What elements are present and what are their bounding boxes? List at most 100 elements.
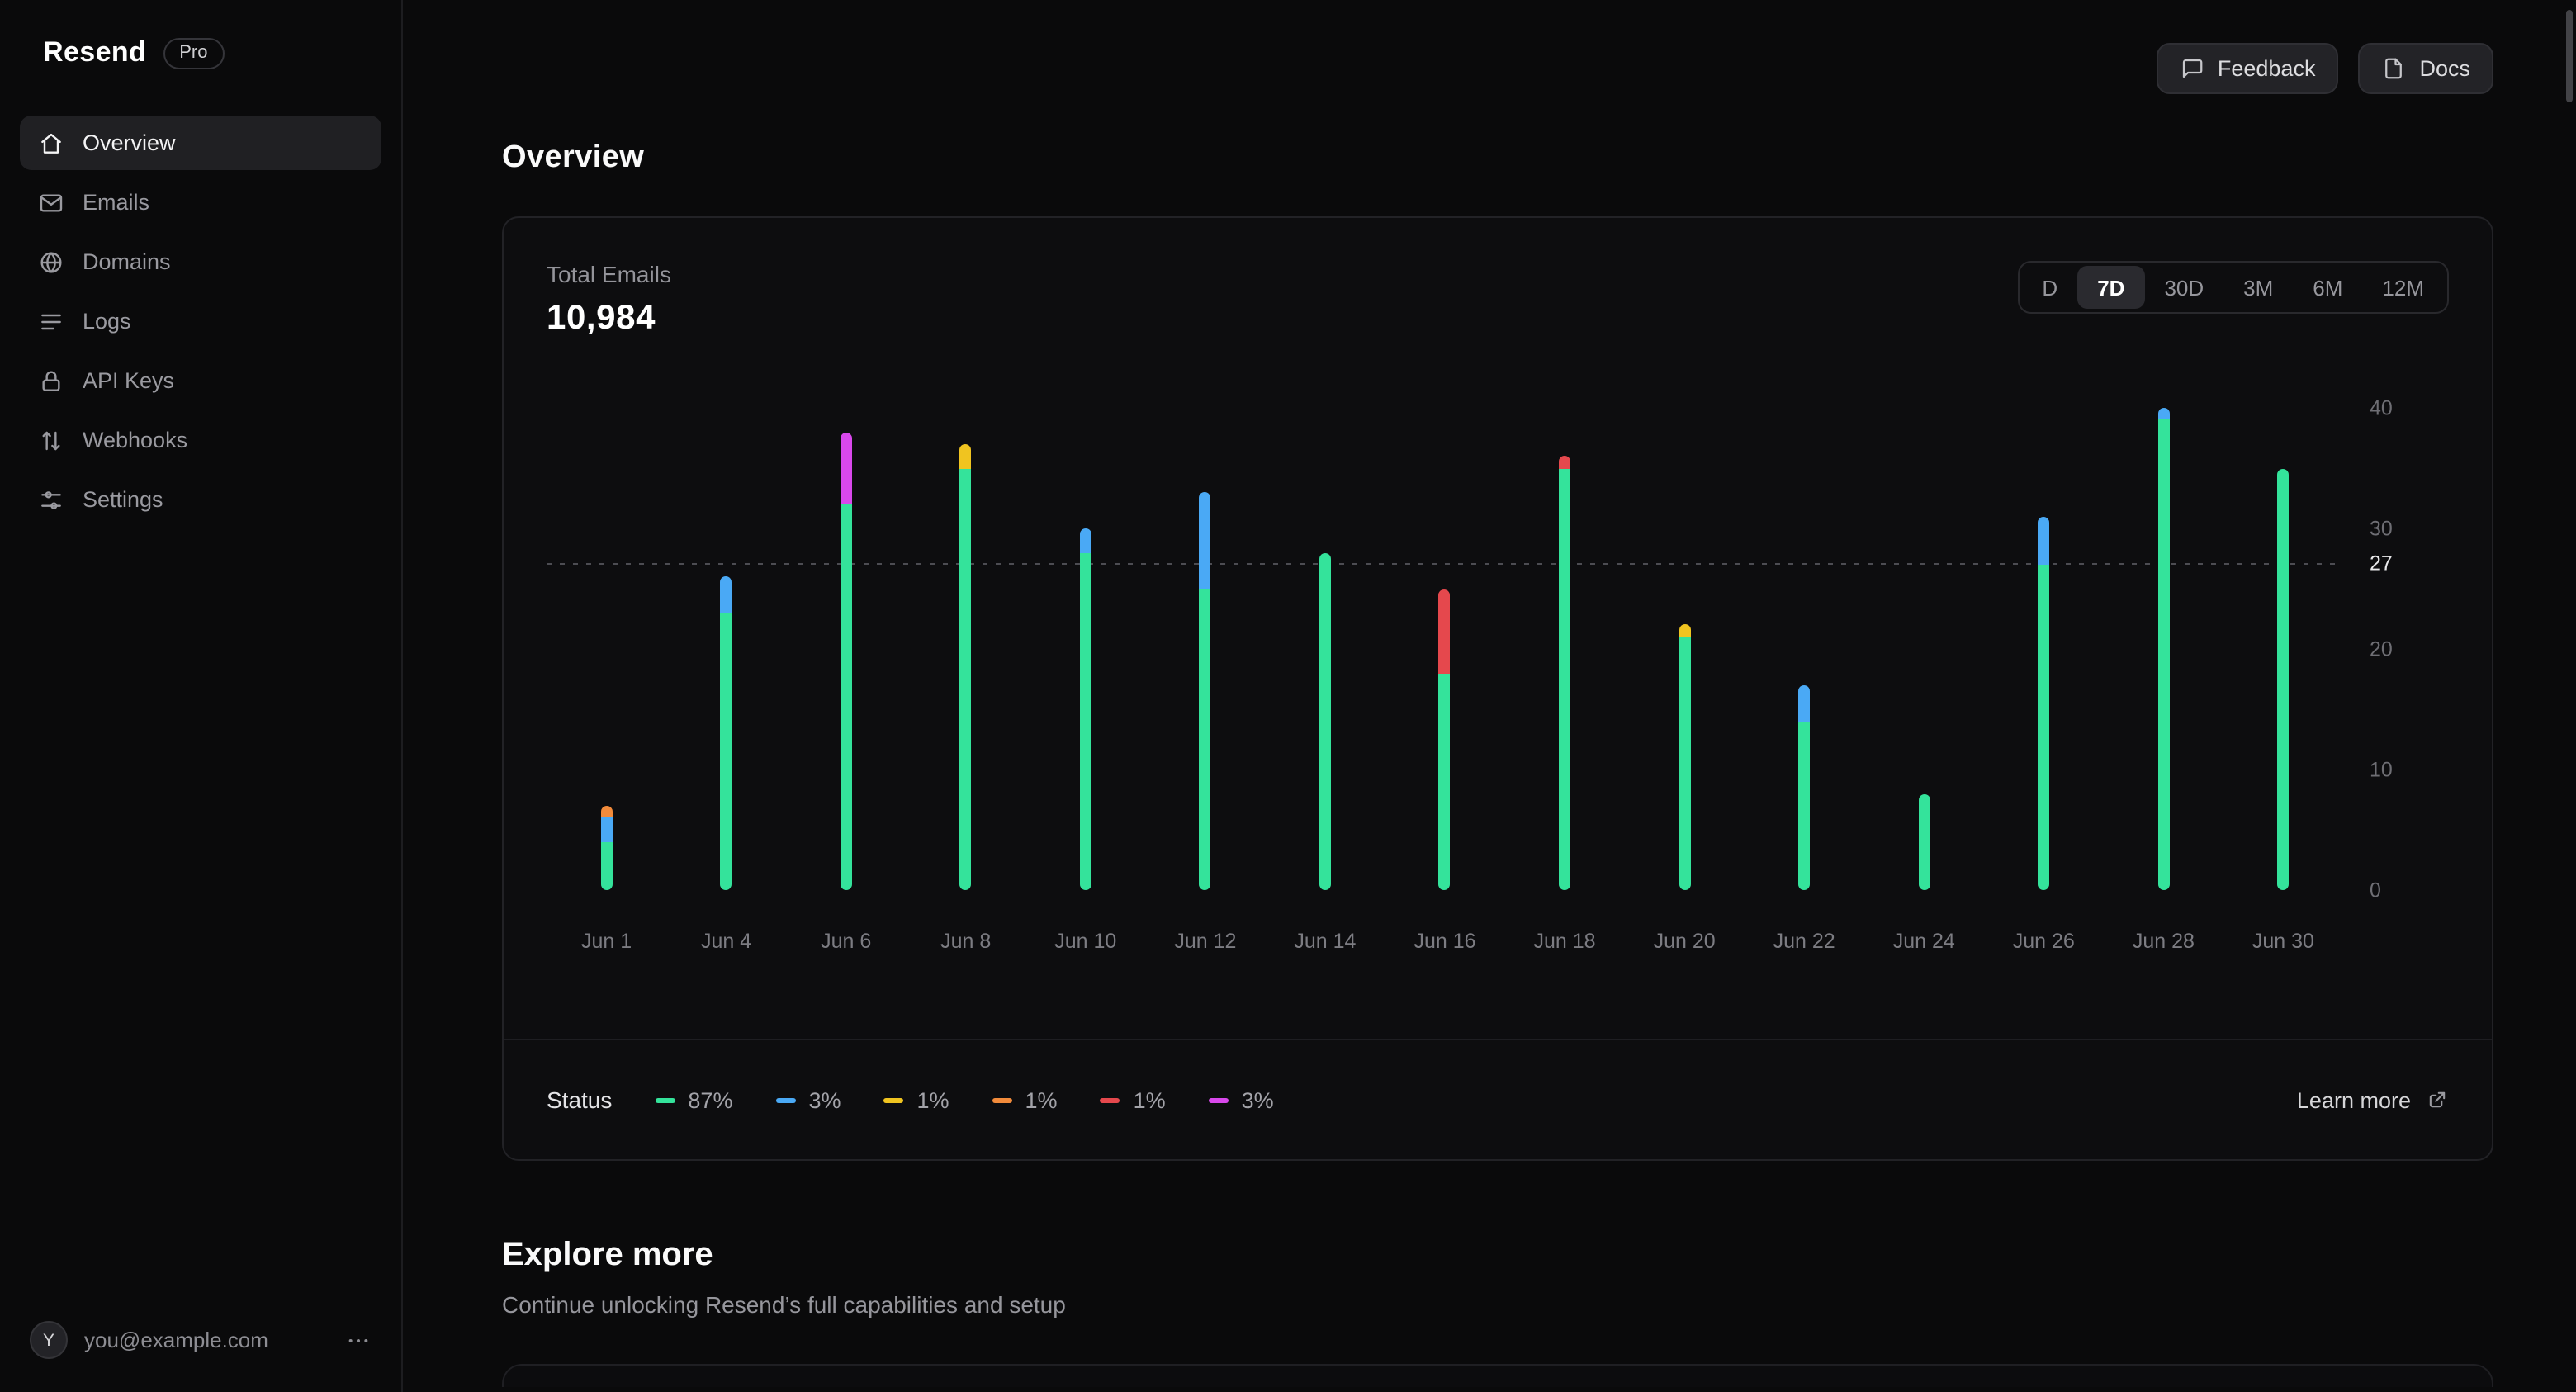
legend-item-orange: 1% xyxy=(992,1087,1058,1112)
bar-segment-red xyxy=(1559,456,1571,468)
status-legend: 87% 3% 1% 1% 1% 3% xyxy=(655,1087,1274,1112)
range-d[interactable]: D xyxy=(2022,266,2077,309)
stacked-bar xyxy=(720,576,732,890)
feedback-icon xyxy=(2180,56,2204,81)
bar-segment-yellow xyxy=(1679,624,1691,637)
bar-segment-green xyxy=(1079,552,1091,890)
y-axis-label: 10 xyxy=(2370,757,2393,781)
range-3m[interactable]: 3M xyxy=(2223,266,2293,309)
sidebar-item-webhooks[interactable]: Webhooks xyxy=(20,413,381,467)
bar-segment-green xyxy=(600,841,613,890)
x-axis: Jun 1 Jun 4 Jun 6 Jun 8 Jun 10 Jun 12 Jun 14 Ju… xyxy=(547,930,2343,953)
sidebar-item-settings[interactable]: Settings xyxy=(20,472,381,527)
status-footer: Status 87% 3% 1% 1% 1% 3% Learn more xyxy=(504,1039,2492,1159)
user-email: you@example.com xyxy=(84,1328,268,1352)
bar-segment-green xyxy=(1438,673,1451,890)
status-label: Status xyxy=(547,1087,613,1113)
plan-badge: Pro xyxy=(163,37,225,69)
bar-jun-16 xyxy=(1385,408,1504,890)
sidebar-item-overview[interactable]: Overview xyxy=(20,116,381,170)
total-emails-metric: Total Emails 10,984 xyxy=(547,261,671,339)
legend-value: 3% xyxy=(1241,1087,1274,1112)
feedback-label: Feedback xyxy=(2217,56,2316,81)
sidebar-item-label: Logs xyxy=(83,309,131,334)
x-axis-label: Jun 26 xyxy=(2012,930,2075,953)
sidebar-item-logs[interactable]: Logs xyxy=(20,294,381,348)
bar-segment-blue xyxy=(2157,408,2170,420)
learn-more-link[interactable]: Learn more xyxy=(2297,1087,2449,1112)
stacked-bar xyxy=(1438,589,1451,890)
bar-segment-green xyxy=(1798,721,1811,890)
sidebar-item-api-keys[interactable]: API Keys xyxy=(20,353,381,408)
explore-title: Explore more xyxy=(502,1237,713,1273)
x-axis-label: Jun 24 xyxy=(1892,930,1955,953)
y-axis-label: 30 xyxy=(2370,516,2393,540)
bar-segment-green xyxy=(1679,637,1691,890)
sidebar-item-label: Webhooks xyxy=(83,428,188,452)
scrollbar[interactable] xyxy=(2566,10,2573,102)
x-axis-label: Jun 20 xyxy=(1653,930,1716,953)
bar-segment-orange xyxy=(600,805,613,818)
bar-segment-green xyxy=(2157,419,2170,890)
range-6m[interactable]: 6M xyxy=(2293,266,2362,309)
x-axis-label: Jun 8 xyxy=(940,930,992,953)
bar-segment-blue xyxy=(1079,528,1091,553)
metric-label: Total Emails xyxy=(547,261,671,287)
stacked-bar xyxy=(840,432,852,890)
sidebar-item-domains[interactable]: Domains xyxy=(20,234,381,289)
page-title: Overview xyxy=(502,140,645,175)
bar-segment-yellow xyxy=(959,443,972,468)
home-icon xyxy=(38,130,64,156)
stacked-bar xyxy=(959,443,972,890)
docs-button[interactable]: Docs xyxy=(2358,43,2493,94)
topbar: Feedback Docs xyxy=(502,43,2493,94)
avatar[interactable]: Y xyxy=(30,1321,68,1359)
legend-item-green: 87% xyxy=(655,1087,732,1112)
range-7d[interactable]: 7D xyxy=(2077,266,2145,309)
x-axis-label: Jun 10 xyxy=(1054,930,1117,953)
x-axis-label: Jun 28 xyxy=(2132,930,2195,953)
x-axis-label: Jun 4 xyxy=(701,930,752,953)
settings-icon xyxy=(38,486,64,513)
bar-segment-green xyxy=(720,613,732,890)
sidebar-item-label: Emails xyxy=(83,190,150,215)
legend-item-blue: 3% xyxy=(775,1087,841,1112)
x-axis-label: Jun 14 xyxy=(1294,930,1357,953)
main-content: Feedback Docs Overview Total Emails 10,9… xyxy=(403,0,2576,1392)
legend-value: 1% xyxy=(1025,1087,1058,1112)
bar-jun-10 xyxy=(1025,408,1145,890)
feedback-button[interactable]: Feedback xyxy=(2156,43,2339,94)
lock-icon xyxy=(38,367,64,394)
bar-segment-blue xyxy=(720,576,732,613)
next-card-edge xyxy=(502,1364,2493,1387)
learn-more-label: Learn more xyxy=(2296,1087,2411,1112)
stacked-bar xyxy=(1319,552,1331,890)
mail-icon xyxy=(38,189,64,215)
x-axis-label: Jun 30 xyxy=(2252,930,2314,953)
sidebar-item-label: Overview xyxy=(83,130,176,155)
stacked-bar xyxy=(1079,528,1091,890)
legend-swatch-magenta xyxy=(1208,1097,1229,1102)
stacked-bar xyxy=(2157,408,2170,890)
legend-value: 1% xyxy=(916,1087,949,1112)
bar-segment-blue xyxy=(600,817,613,842)
bar-segment-green xyxy=(2038,564,2050,890)
x-axis-label: Jun 1 xyxy=(580,930,632,953)
bar-segment-green xyxy=(1918,793,1930,890)
date-range-selector: D 7D 30D 3M 6M 12M xyxy=(2017,261,2449,314)
legend-item-magenta: 3% xyxy=(1208,1087,1274,1112)
x-axis-label: Jun 16 xyxy=(1413,930,1476,953)
legend-item-red: 1% xyxy=(1100,1087,1166,1112)
range-12m[interactable]: 12M xyxy=(2362,266,2444,309)
webhooks-icon xyxy=(38,427,64,453)
bar-segment-green xyxy=(959,468,972,890)
bar-jun-18 xyxy=(1505,408,1625,890)
user-menu-button[interactable] xyxy=(345,1327,372,1353)
sidebar-item-emails[interactable]: Emails xyxy=(20,175,381,230)
range-30d[interactable]: 30D xyxy=(2144,266,2223,309)
sidebar-item-label: API Keys xyxy=(83,368,175,393)
bar-jun-14 xyxy=(1265,408,1385,890)
globe-icon xyxy=(38,249,64,275)
chart-plot xyxy=(547,408,2343,890)
legend-swatch-red xyxy=(1100,1097,1120,1102)
